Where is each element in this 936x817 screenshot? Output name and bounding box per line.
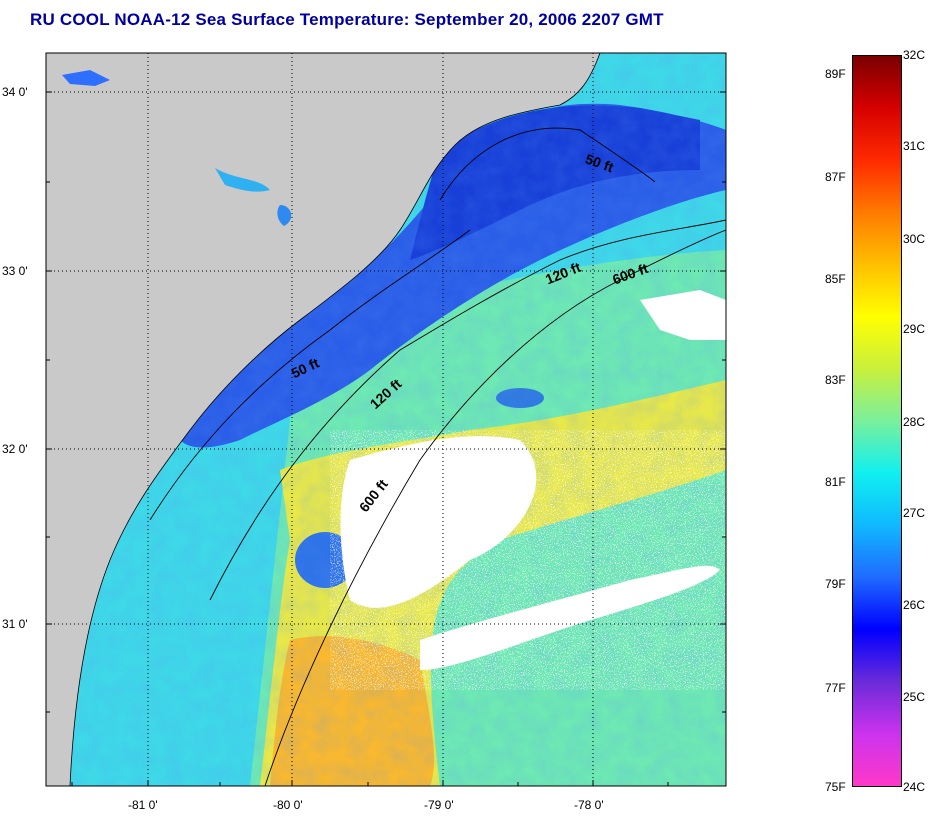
graticule [46, 53, 726, 786]
lon-label-80: -80 0' [273, 798, 303, 812]
lon-label-79: -79 0' [424, 798, 454, 812]
cb-f-89: 89F [825, 67, 846, 81]
cb-c-26: 26C [903, 598, 926, 612]
lon-label-81: -81 0' [128, 798, 158, 812]
cb-f-79: 79F [825, 577, 846, 591]
map-frame [45, 52, 727, 787]
cb-f-85: 85F [825, 272, 846, 286]
land-mass [46, 53, 601, 786]
inland-lake-1 [62, 70, 110, 86]
lat-label-31: 31 0' [2, 617, 28, 631]
cb-c-32: 32C [903, 48, 926, 62]
cb-f-77: 77F [825, 681, 846, 695]
inland-lake-3 [277, 205, 292, 226]
cb-f-83: 83F [825, 373, 846, 387]
cb-c-31: 31C [903, 139, 926, 153]
depth-contours [149, 127, 726, 786]
lat-label-32: 32 0' [2, 442, 28, 456]
colorbar [852, 55, 902, 787]
cb-c-24: 24C [903, 780, 926, 794]
cb-c-27: 27C [903, 506, 926, 520]
chart-title: RU COOL NOAA-12 Sea Surface Temperature:… [30, 10, 664, 29]
lat-label-34: 34 0' [2, 85, 28, 99]
inland-lake-2 [215, 168, 270, 192]
cb-f-81: 81F [825, 475, 846, 489]
cb-f-75: 75F [825, 780, 846, 794]
cb-c-28: 28C [903, 415, 926, 429]
lat-label-33: 33 0' [2, 264, 28, 278]
cloud-speckle [330, 430, 726, 690]
lon-label-78: -78 0' [574, 798, 604, 812]
cb-c-29: 29C [903, 322, 926, 336]
cb-c-30: 30C [903, 232, 926, 246]
cb-f-87: 87F [825, 170, 846, 184]
cb-c-25: 25C [903, 690, 926, 704]
axis-ticks [46, 91, 726, 786]
